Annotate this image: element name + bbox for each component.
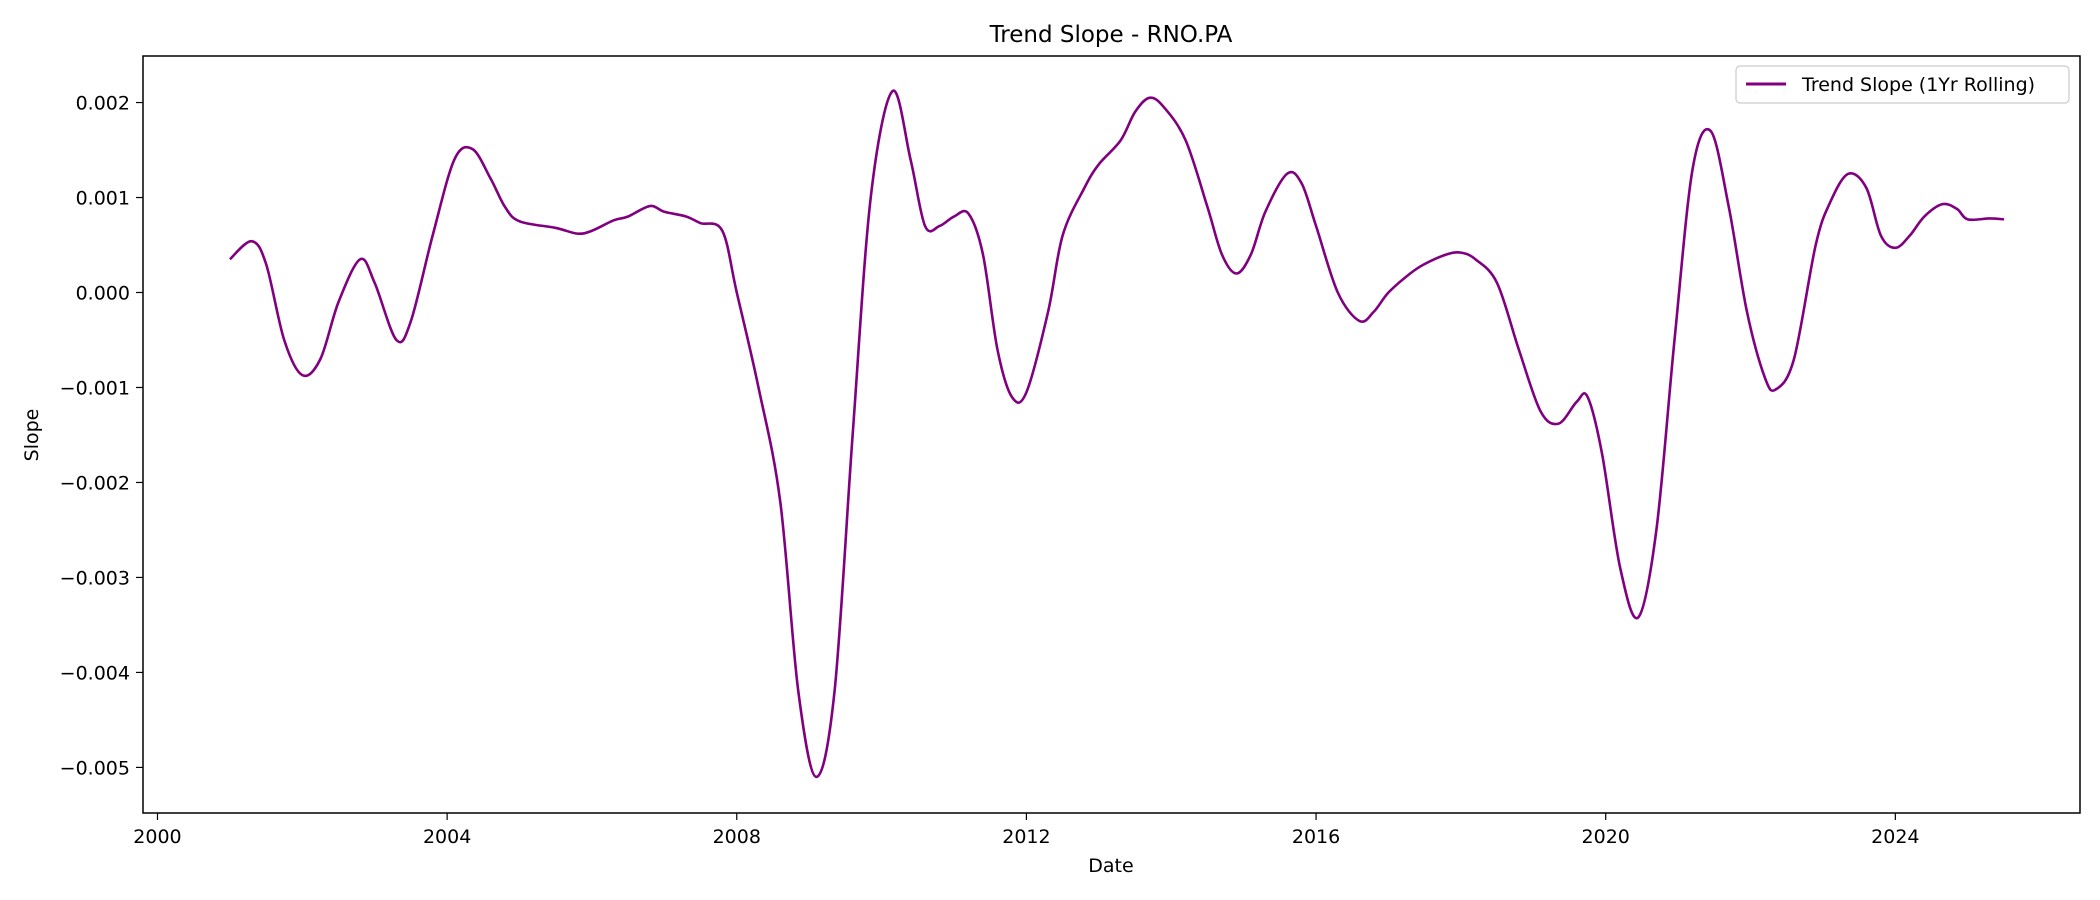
x-axis-label: Date: [1088, 855, 1133, 877]
x-tick-label: 2008: [713, 826, 761, 848]
x-tick-label: 2000: [133, 826, 181, 848]
y-tick-label: −0.004: [60, 662, 130, 684]
plot-frame: [142, 55, 2081, 814]
x-tick-label: 2020: [1582, 826, 1630, 848]
x-tick-label: 2004: [423, 826, 471, 848]
chart-title: Trend Slope - RNO.PA: [989, 22, 1233, 48]
y-tick-label: −0.005: [60, 757, 130, 779]
y-tick-label: −0.003: [60, 567, 130, 589]
y-axis-label: Slope: [21, 409, 43, 462]
x-tick-label: 2016: [1292, 826, 1340, 848]
series-line-0: [228, 89, 2005, 779]
x-tick-label: 2024: [1871, 826, 1919, 848]
x-tick-label: 2012: [1002, 826, 1050, 848]
y-tick-label: −0.002: [60, 472, 130, 494]
legend: Trend Slope (1Yr Rolling): [1735, 65, 2070, 104]
line-layer: [228, 89, 2005, 779]
y-tick-label: 0.001: [76, 188, 130, 210]
plot-area: 2000 2004 2008 2012 2016 2020 2024 0.0020.0010…: [60, 55, 2081, 848]
y-axis-ticks: 0.002 0.001 0.000 −0.001 −0.002 −0.003 −0.004 −…: [60, 93, 143, 779]
y-tick-label: 0.002: [76, 93, 130, 115]
x-axis-ticks: 2000 2004 2008 2012 2016 2020 2024: [133, 813, 1920, 848]
legend-label: Trend Slope (1Yr Rolling): [1801, 74, 2035, 96]
legend-frame: [1735, 65, 2070, 104]
y-tick-label: −0.001: [60, 377, 130, 399]
y-tick-label: 0.000: [76, 283, 130, 305]
